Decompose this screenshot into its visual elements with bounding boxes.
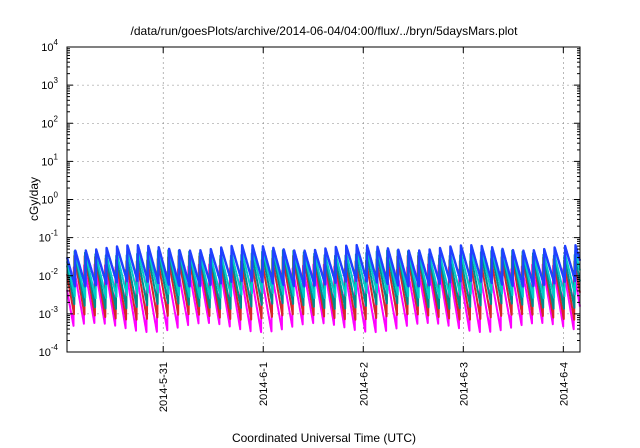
y-tick-label: 102 (41, 114, 58, 130)
x-tick-label: 2014-6-2 (358, 362, 370, 406)
series-layer (65, 243, 582, 334)
y-tick-label: 100 (41, 191, 58, 207)
x-tick-label: 2014-5-31 (158, 362, 170, 412)
y-tick-label: 10-1 (39, 229, 59, 245)
y-tick-label: 103 (41, 76, 58, 92)
x-tick-label: 2014-6-1 (258, 362, 270, 406)
x-tick-label: 2014-6-4 (558, 362, 570, 406)
y-tick-label: 104 (41, 38, 58, 54)
tick-layer: 10-4 10-3 10-2 10-1 100 101 102 103 104 2014-5-31… (39, 38, 580, 412)
y-tick-label: 10-2 (39, 267, 59, 283)
series-line (66, 254, 581, 321)
y-tick-label: 101 (41, 152, 58, 168)
series-line (66, 249, 581, 310)
y-tick-label: 10-4 (39, 343, 59, 359)
y-axis-label: cGy/day (27, 177, 41, 221)
x-tick-label: 2014-6-3 (458, 362, 470, 406)
chart-title: /data/run/goesPlots/archive/2014-06-04/0… (131, 24, 519, 38)
y-tick-label: 10-3 (39, 305, 59, 321)
series-line (65, 243, 582, 288)
series-line (66, 263, 581, 334)
x-axis-label: Coordinated Universal Time (UTC) (232, 431, 416, 445)
